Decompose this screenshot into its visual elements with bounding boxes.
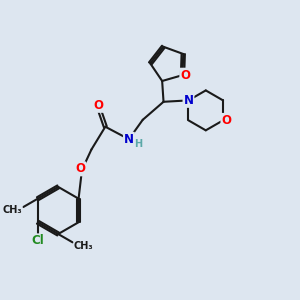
Text: O: O	[93, 99, 103, 112]
Text: O: O	[180, 69, 190, 82]
Text: H: H	[134, 139, 142, 149]
Text: O: O	[221, 114, 231, 127]
Text: CH₃: CH₃	[74, 241, 94, 251]
Text: CH₃: CH₃	[2, 205, 22, 215]
Text: Cl: Cl	[32, 234, 44, 247]
Text: N: N	[124, 133, 134, 146]
Text: N: N	[184, 94, 194, 107]
Text: O: O	[75, 162, 85, 176]
